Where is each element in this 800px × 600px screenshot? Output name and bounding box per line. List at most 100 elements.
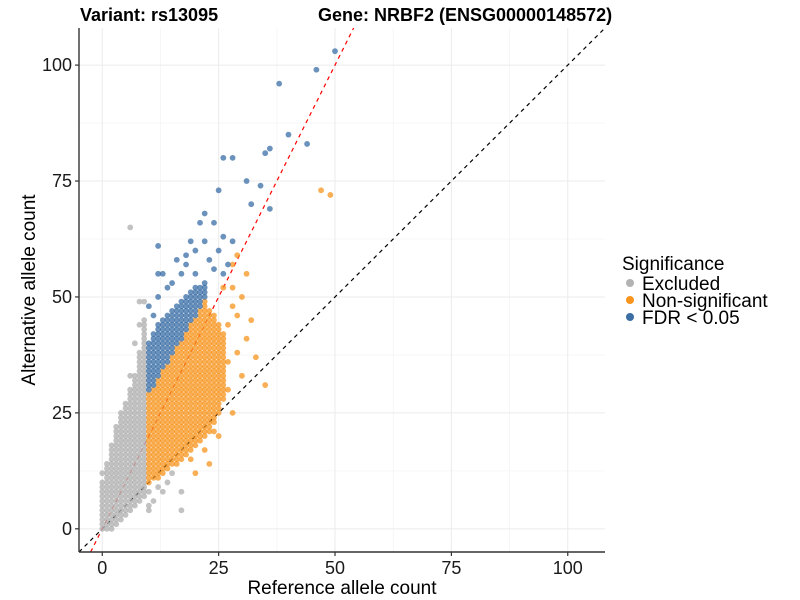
data-point (99, 502, 106, 509)
data-point (220, 377, 227, 384)
data-point (117, 447, 124, 453)
data-point (145, 377, 152, 384)
data-point (197, 307, 203, 314)
data-point (215, 386, 222, 393)
data-point (113, 516, 120, 523)
data-point (173, 405, 180, 412)
data-point (197, 354, 203, 361)
data-point (178, 354, 185, 361)
data-point (127, 423, 134, 430)
data-point (173, 372, 180, 379)
data-point (164, 354, 171, 361)
data-point (131, 493, 138, 500)
data-point (178, 386, 185, 393)
data-point (173, 437, 180, 444)
data-point (136, 363, 143, 370)
legend-label-non-significant: Non-significant (642, 291, 768, 312)
data-point (192, 349, 199, 356)
data-point (187, 382, 194, 388)
data-point (155, 400, 162, 407)
data-point (239, 372, 245, 379)
data-point (201, 391, 208, 398)
data-point (141, 437, 148, 444)
data-point (187, 386, 194, 393)
data-point (169, 428, 175, 435)
data-point (192, 368, 199, 375)
data-point (122, 405, 129, 412)
data-point (201, 238, 208, 245)
data-point (141, 326, 148, 333)
data-point (206, 405, 213, 412)
data-point (169, 396, 175, 402)
data-point (215, 400, 222, 407)
data-point (145, 460, 152, 467)
data-point (169, 340, 175, 347)
data-point (206, 335, 213, 342)
data-point (215, 331, 222, 337)
data-point (150, 345, 157, 351)
data-point (113, 423, 120, 430)
data-point (131, 396, 138, 402)
data-point (173, 414, 180, 421)
data-point (262, 150, 269, 157)
data-point (150, 312, 157, 319)
data-point (220, 386, 227, 393)
data-point (187, 377, 194, 384)
data-point (173, 442, 180, 449)
data-point (187, 358, 194, 365)
data-point (201, 284, 208, 291)
data-point (183, 363, 189, 370)
data-point (141, 456, 148, 463)
data-point (164, 456, 171, 463)
data-point (169, 405, 175, 412)
data-point (113, 460, 120, 467)
data-point (136, 488, 143, 495)
data-point (215, 396, 222, 402)
series-fdr-0-05 (145, 48, 338, 393)
data-point (220, 396, 227, 402)
legend-item-non-significant: Non-significant (626, 291, 768, 312)
data-point (127, 465, 134, 472)
data-point (173, 419, 180, 426)
data-point (155, 372, 162, 379)
data-point (145, 437, 152, 444)
data-point (117, 507, 124, 514)
data-point (164, 414, 171, 421)
data-point (159, 270, 166, 277)
data-point (178, 372, 185, 379)
data-point (183, 340, 189, 347)
data-point (178, 340, 185, 347)
data-point (173, 354, 180, 361)
data-point (141, 460, 148, 467)
data-point (145, 409, 152, 416)
data-point (178, 335, 185, 342)
data-point (131, 479, 138, 486)
data-point (248, 317, 255, 324)
data-point (131, 451, 138, 458)
data-point (173, 451, 180, 458)
data-point (127, 409, 134, 416)
data-point (136, 419, 143, 426)
data-point (145, 372, 152, 379)
data-point (108, 507, 115, 514)
data-point (145, 368, 152, 375)
data-point (197, 312, 203, 319)
data-point (150, 405, 157, 412)
data-point (127, 224, 134, 231)
data-point (183, 317, 189, 324)
data-point (192, 414, 199, 421)
data-point (318, 187, 324, 194)
data-point (192, 358, 199, 365)
data-point (131, 400, 138, 407)
data-point (136, 382, 143, 388)
data-point (113, 493, 120, 500)
data-point (122, 502, 129, 509)
data-point (136, 377, 143, 384)
data-point (234, 312, 241, 319)
data-point (141, 363, 148, 370)
data-point (155, 451, 162, 458)
data-point (127, 396, 134, 402)
data-point (127, 484, 134, 490)
data-point (192, 400, 199, 407)
